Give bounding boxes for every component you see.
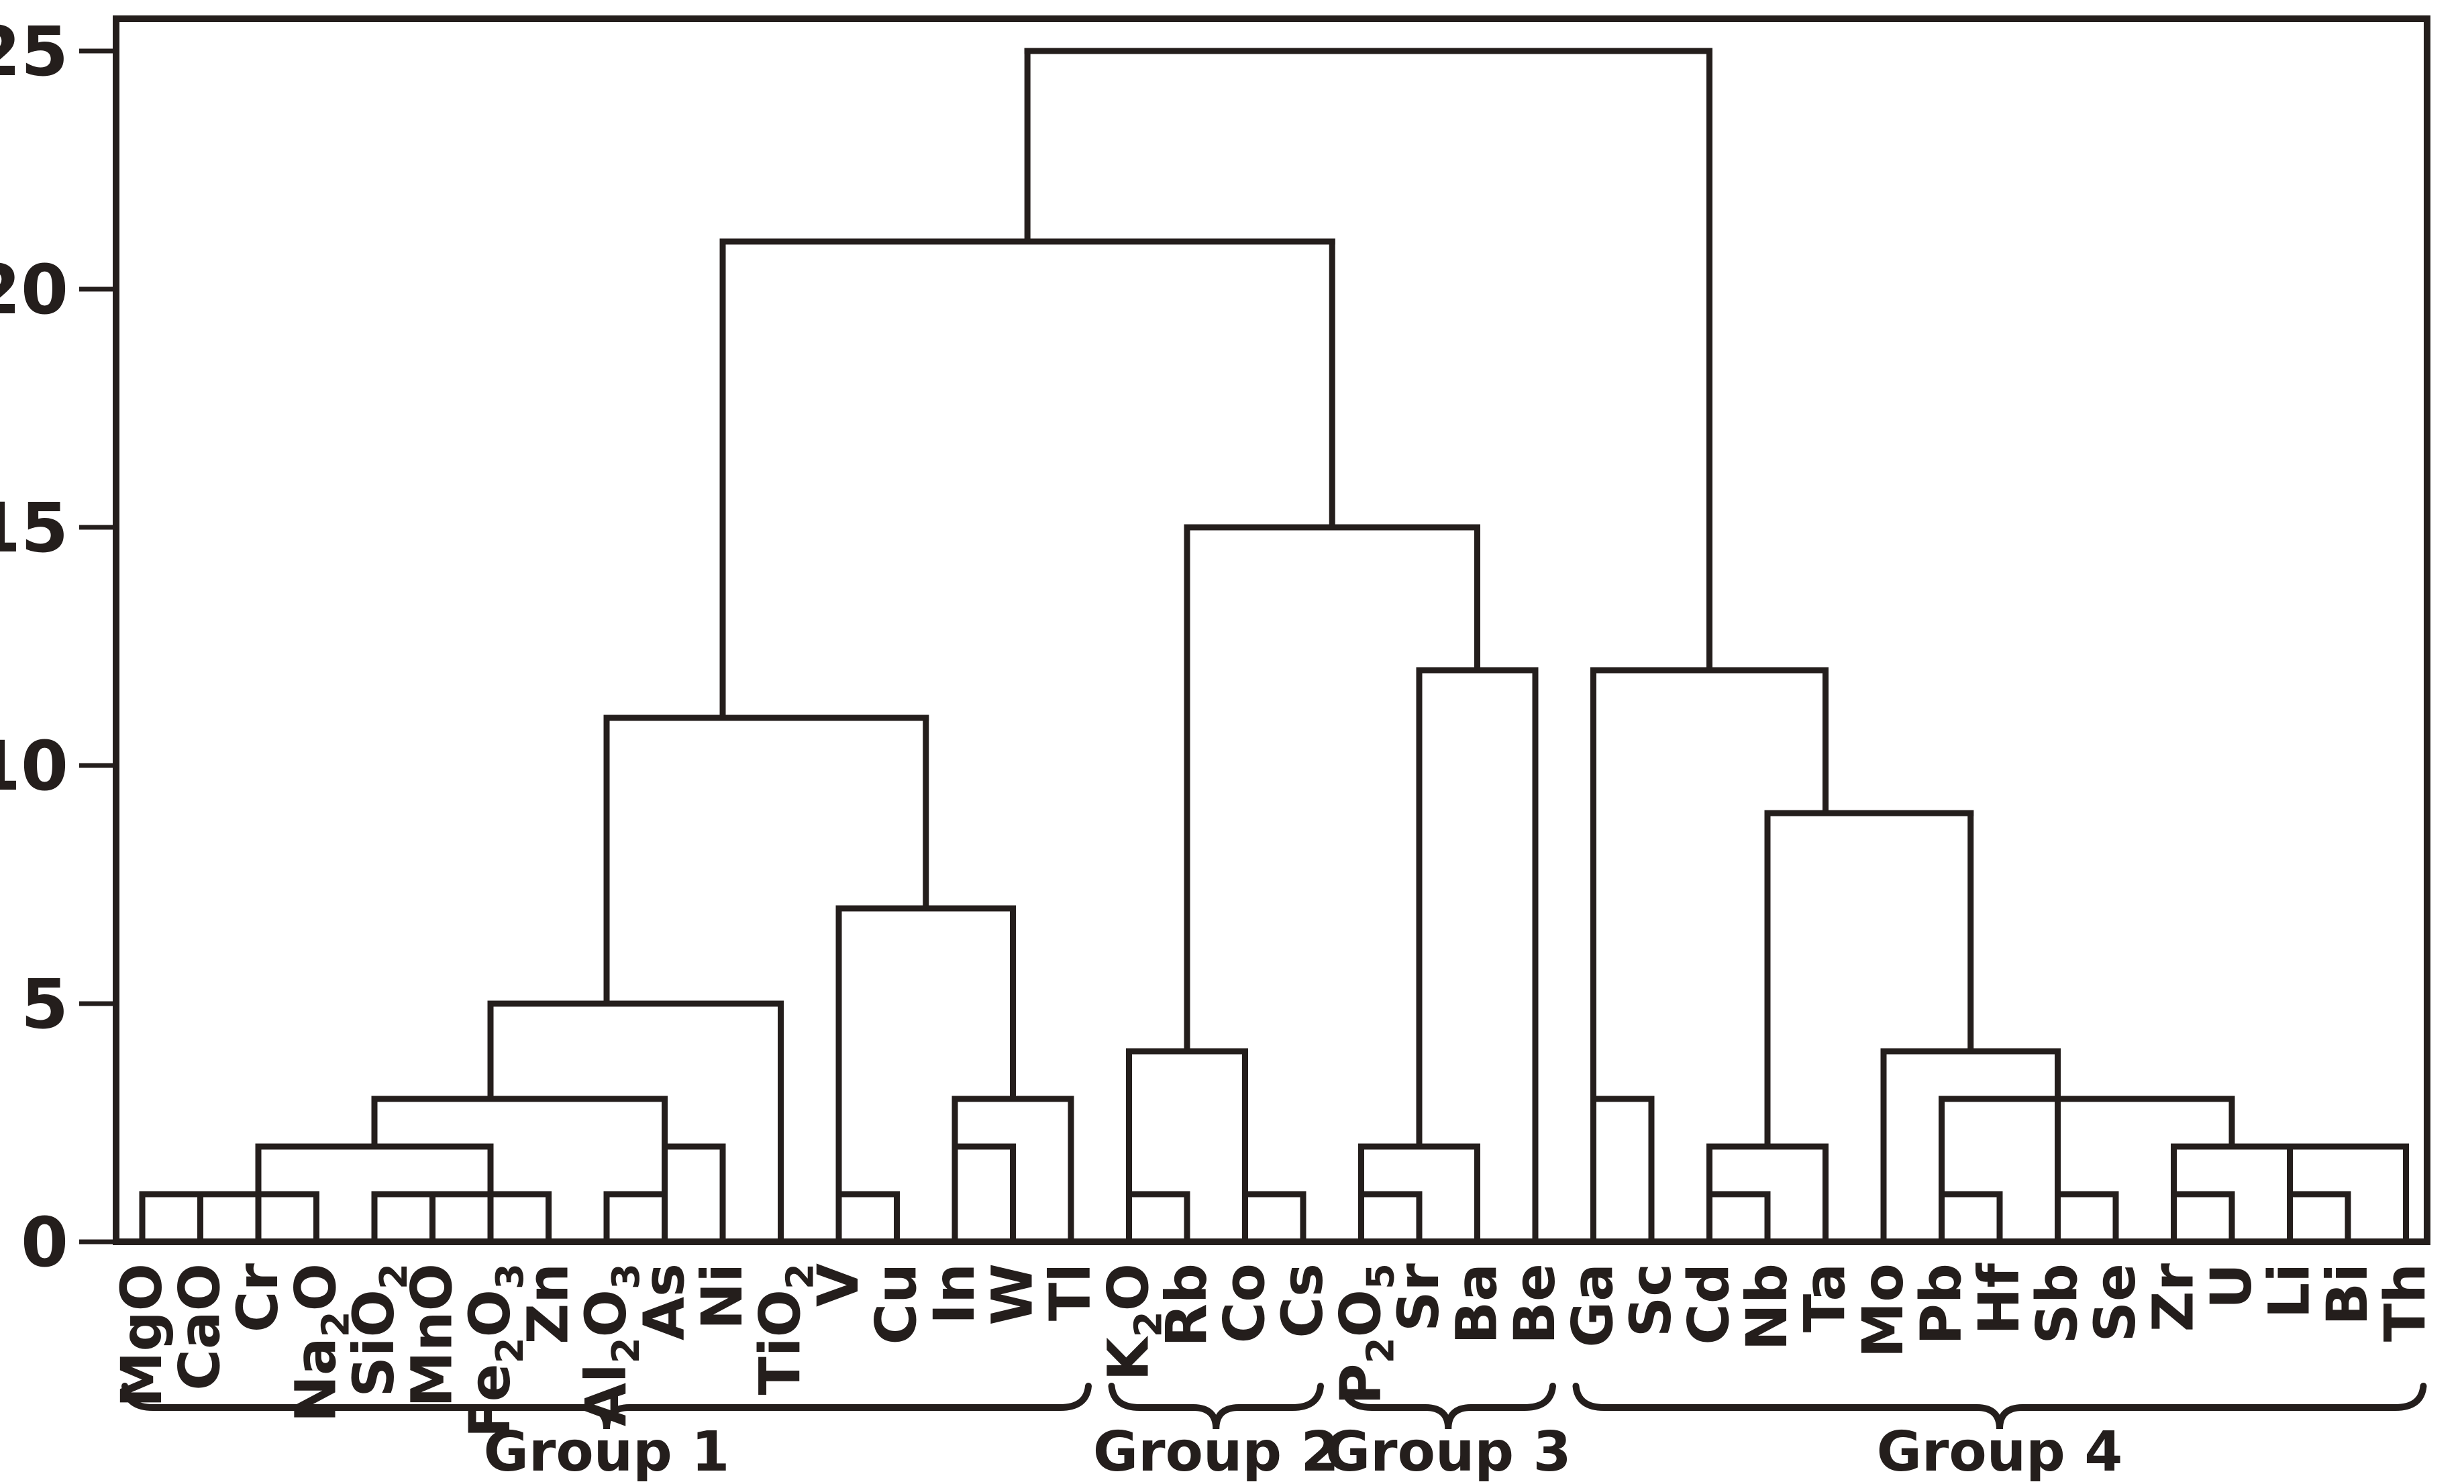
group-label: Group 1	[484, 1420, 730, 1481]
leaf-label: In	[921, 1263, 987, 1324]
leaf-label: Cu	[864, 1263, 929, 1344]
leaf-label: CaO	[167, 1263, 233, 1391]
leaf-label: Rb	[1153, 1263, 1219, 1347]
leaf-label: Bi	[2314, 1263, 2380, 1326]
leaf-label: Zn	[515, 1263, 581, 1344]
leaf-label: Ni	[689, 1263, 755, 1330]
group-label: Group 4	[1877, 1420, 2123, 1481]
leaf-label: Th	[2373, 1263, 2439, 1342]
group-label: Group 3	[1325, 1420, 1572, 1481]
leaf-label: Sb	[2024, 1263, 2090, 1344]
leaf-label: SiO2​	[341, 1263, 416, 1397]
leaf-label: Sc	[1618, 1263, 1684, 1337]
leaf-label: Se	[2082, 1263, 2148, 1342]
group-brace	[1108, 1383, 1324, 1430]
leaf-label: MnO	[399, 1263, 465, 1408]
leaf-label: Zr	[2141, 1263, 2206, 1332]
leaf-label: Ba	[1444, 1263, 1510, 1344]
leaf-label: Cs	[1270, 1263, 1335, 1338]
group-brace	[1340, 1383, 1556, 1430]
leaf-label: W	[980, 1263, 1045, 1326]
y-tick-label: 20	[0, 250, 68, 330]
y-tick-label: 25	[0, 12, 68, 92]
group-label: Group 2	[1093, 1420, 1339, 1481]
leaf-label: Al2​O3​	[573, 1263, 648, 1426]
y-tick-label: 10	[0, 727, 68, 806]
leaf-label: Be	[1502, 1263, 1568, 1344]
y-tick-label: 5	[21, 965, 68, 1045]
leaf-label: U	[2198, 1263, 2264, 1309]
leaf-label: Ga	[1560, 1263, 1626, 1348]
group-brace	[1572, 1383, 2427, 1430]
group-brace	[121, 1383, 1092, 1430]
leaf-label: Fe2​O3​	[457, 1263, 532, 1438]
leaf-label: Tl	[1037, 1263, 1103, 1321]
y-tick-label: 0	[21, 1203, 68, 1283]
leaf-label: Sr	[1386, 1263, 1451, 1331]
leaf-label: Pb	[1908, 1263, 1974, 1345]
leaf-label: Li	[2257, 1263, 2322, 1318]
plot-frame	[113, 15, 2430, 1245]
leaf-label: As	[631, 1263, 697, 1340]
leaf-label: Co	[1212, 1263, 1278, 1343]
leaf-label: MgO	[109, 1263, 174, 1408]
y-tick-label: 15	[0, 488, 68, 568]
leaf-label: TiO2​	[748, 1263, 823, 1395]
leaf-label: K2​O	[1096, 1263, 1171, 1381]
leaf-label: Hf	[1966, 1263, 2032, 1335]
leaf-label: P2​O5​	[1328, 1263, 1403, 1405]
leaf-label: V	[805, 1263, 871, 1307]
leaf-label: Nb	[1734, 1263, 1800, 1350]
leaf-label: Ta	[1792, 1263, 1858, 1332]
leaf-label: Cr	[225, 1263, 291, 1332]
leaf-label: Cd	[1676, 1263, 1742, 1345]
leaf-label: Mo	[1850, 1263, 1916, 1358]
